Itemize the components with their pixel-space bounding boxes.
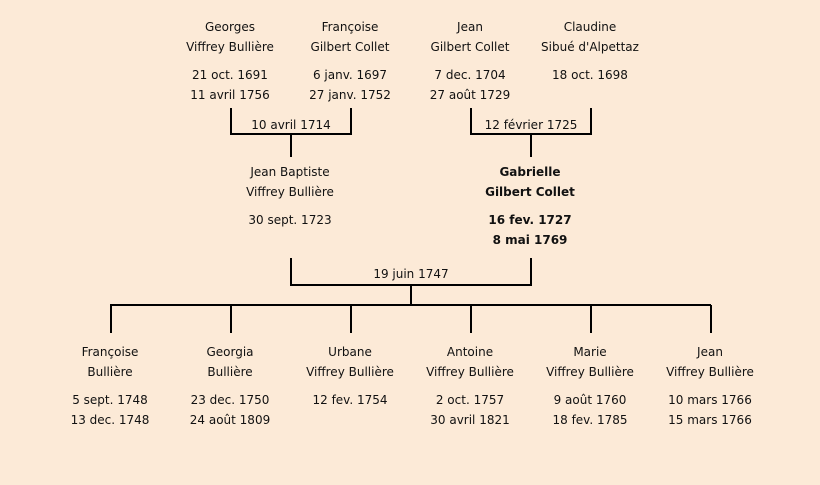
- birth-date: 10 mars 1766: [668, 393, 752, 407]
- last-name: Sibué d'Alpettaz: [541, 40, 639, 54]
- death-date: 24 août 1809: [189, 413, 271, 427]
- last-name: Bullière: [87, 365, 133, 379]
- birth-date: 5 sept. 1748: [72, 393, 148, 407]
- birth-date: 9 août 1760: [553, 393, 627, 407]
- death-date: 18 fev. 1785: [552, 413, 628, 427]
- birth-date: 21 oct. 1691: [192, 68, 268, 82]
- first-name: Marie: [573, 345, 607, 359]
- first-name: Georgia: [206, 345, 254, 359]
- last-name: Gilbert Collet: [310, 40, 390, 54]
- birth-date: 16 fev. 1727: [488, 213, 572, 227]
- last-name: Gilbert Collet: [430, 40, 510, 54]
- first-name: Jean: [697, 345, 723, 359]
- grandparents-left-connector: [230, 108, 352, 157]
- last-name: Viffrey Bullière: [546, 365, 634, 379]
- parents-connector: [290, 258, 532, 305]
- last-name: Viffrey Bullière: [426, 365, 514, 379]
- first-name: Gabrielle: [499, 165, 561, 179]
- first-name: Urbane: [328, 345, 372, 359]
- first-name: Françoise: [81, 345, 139, 359]
- birth-date: 12 fev. 1754: [312, 393, 388, 407]
- last-name: Bullière: [207, 365, 253, 379]
- death-date: 13 dec. 1748: [70, 413, 150, 427]
- marriage-date-label: 12 février 1725: [484, 118, 578, 132]
- death-date: 27 janv. 1752: [309, 88, 391, 102]
- first-name: Françoise: [321, 20, 379, 34]
- birth-date: 30 sept. 1723: [248, 213, 332, 227]
- children-connector: [110, 304, 712, 333]
- last-name: Viffrey Bullière: [666, 365, 754, 379]
- birth-date: 18 oct. 1698: [552, 68, 628, 82]
- death-date: 8 mai 1769: [492, 233, 568, 247]
- last-name: Gilbert Collet: [485, 185, 575, 199]
- grandparents-right-connector: [470, 108, 592, 157]
- first-name: Jean: [457, 20, 483, 34]
- death-date: 30 avril 1821: [430, 413, 510, 427]
- death-date: 11 avril 1756: [190, 88, 270, 102]
- last-name: Viffrey Bullière: [306, 365, 394, 379]
- death-date: 27 août 1729: [429, 88, 511, 102]
- first-name: Georges: [205, 20, 255, 34]
- first-name: Jean Baptiste: [250, 165, 330, 179]
- birth-date: 7 dec. 1704: [434, 68, 506, 82]
- marriage-date-label: 10 avril 1714: [251, 118, 331, 132]
- death-date: 15 mars 1766: [668, 413, 752, 427]
- last-name: Viffrey Bullière: [246, 185, 334, 199]
- marriage-date-label: 19 juin 1747: [373, 267, 449, 281]
- birth-date: 23 dec. 1750: [190, 393, 270, 407]
- first-name: Antoine: [446, 345, 494, 359]
- last-name: Viffrey Bullière: [186, 40, 274, 54]
- birth-date: 6 janv. 1697: [312, 68, 388, 82]
- birth-date: 2 oct. 1757: [435, 393, 505, 407]
- first-name: Claudine: [563, 20, 617, 34]
